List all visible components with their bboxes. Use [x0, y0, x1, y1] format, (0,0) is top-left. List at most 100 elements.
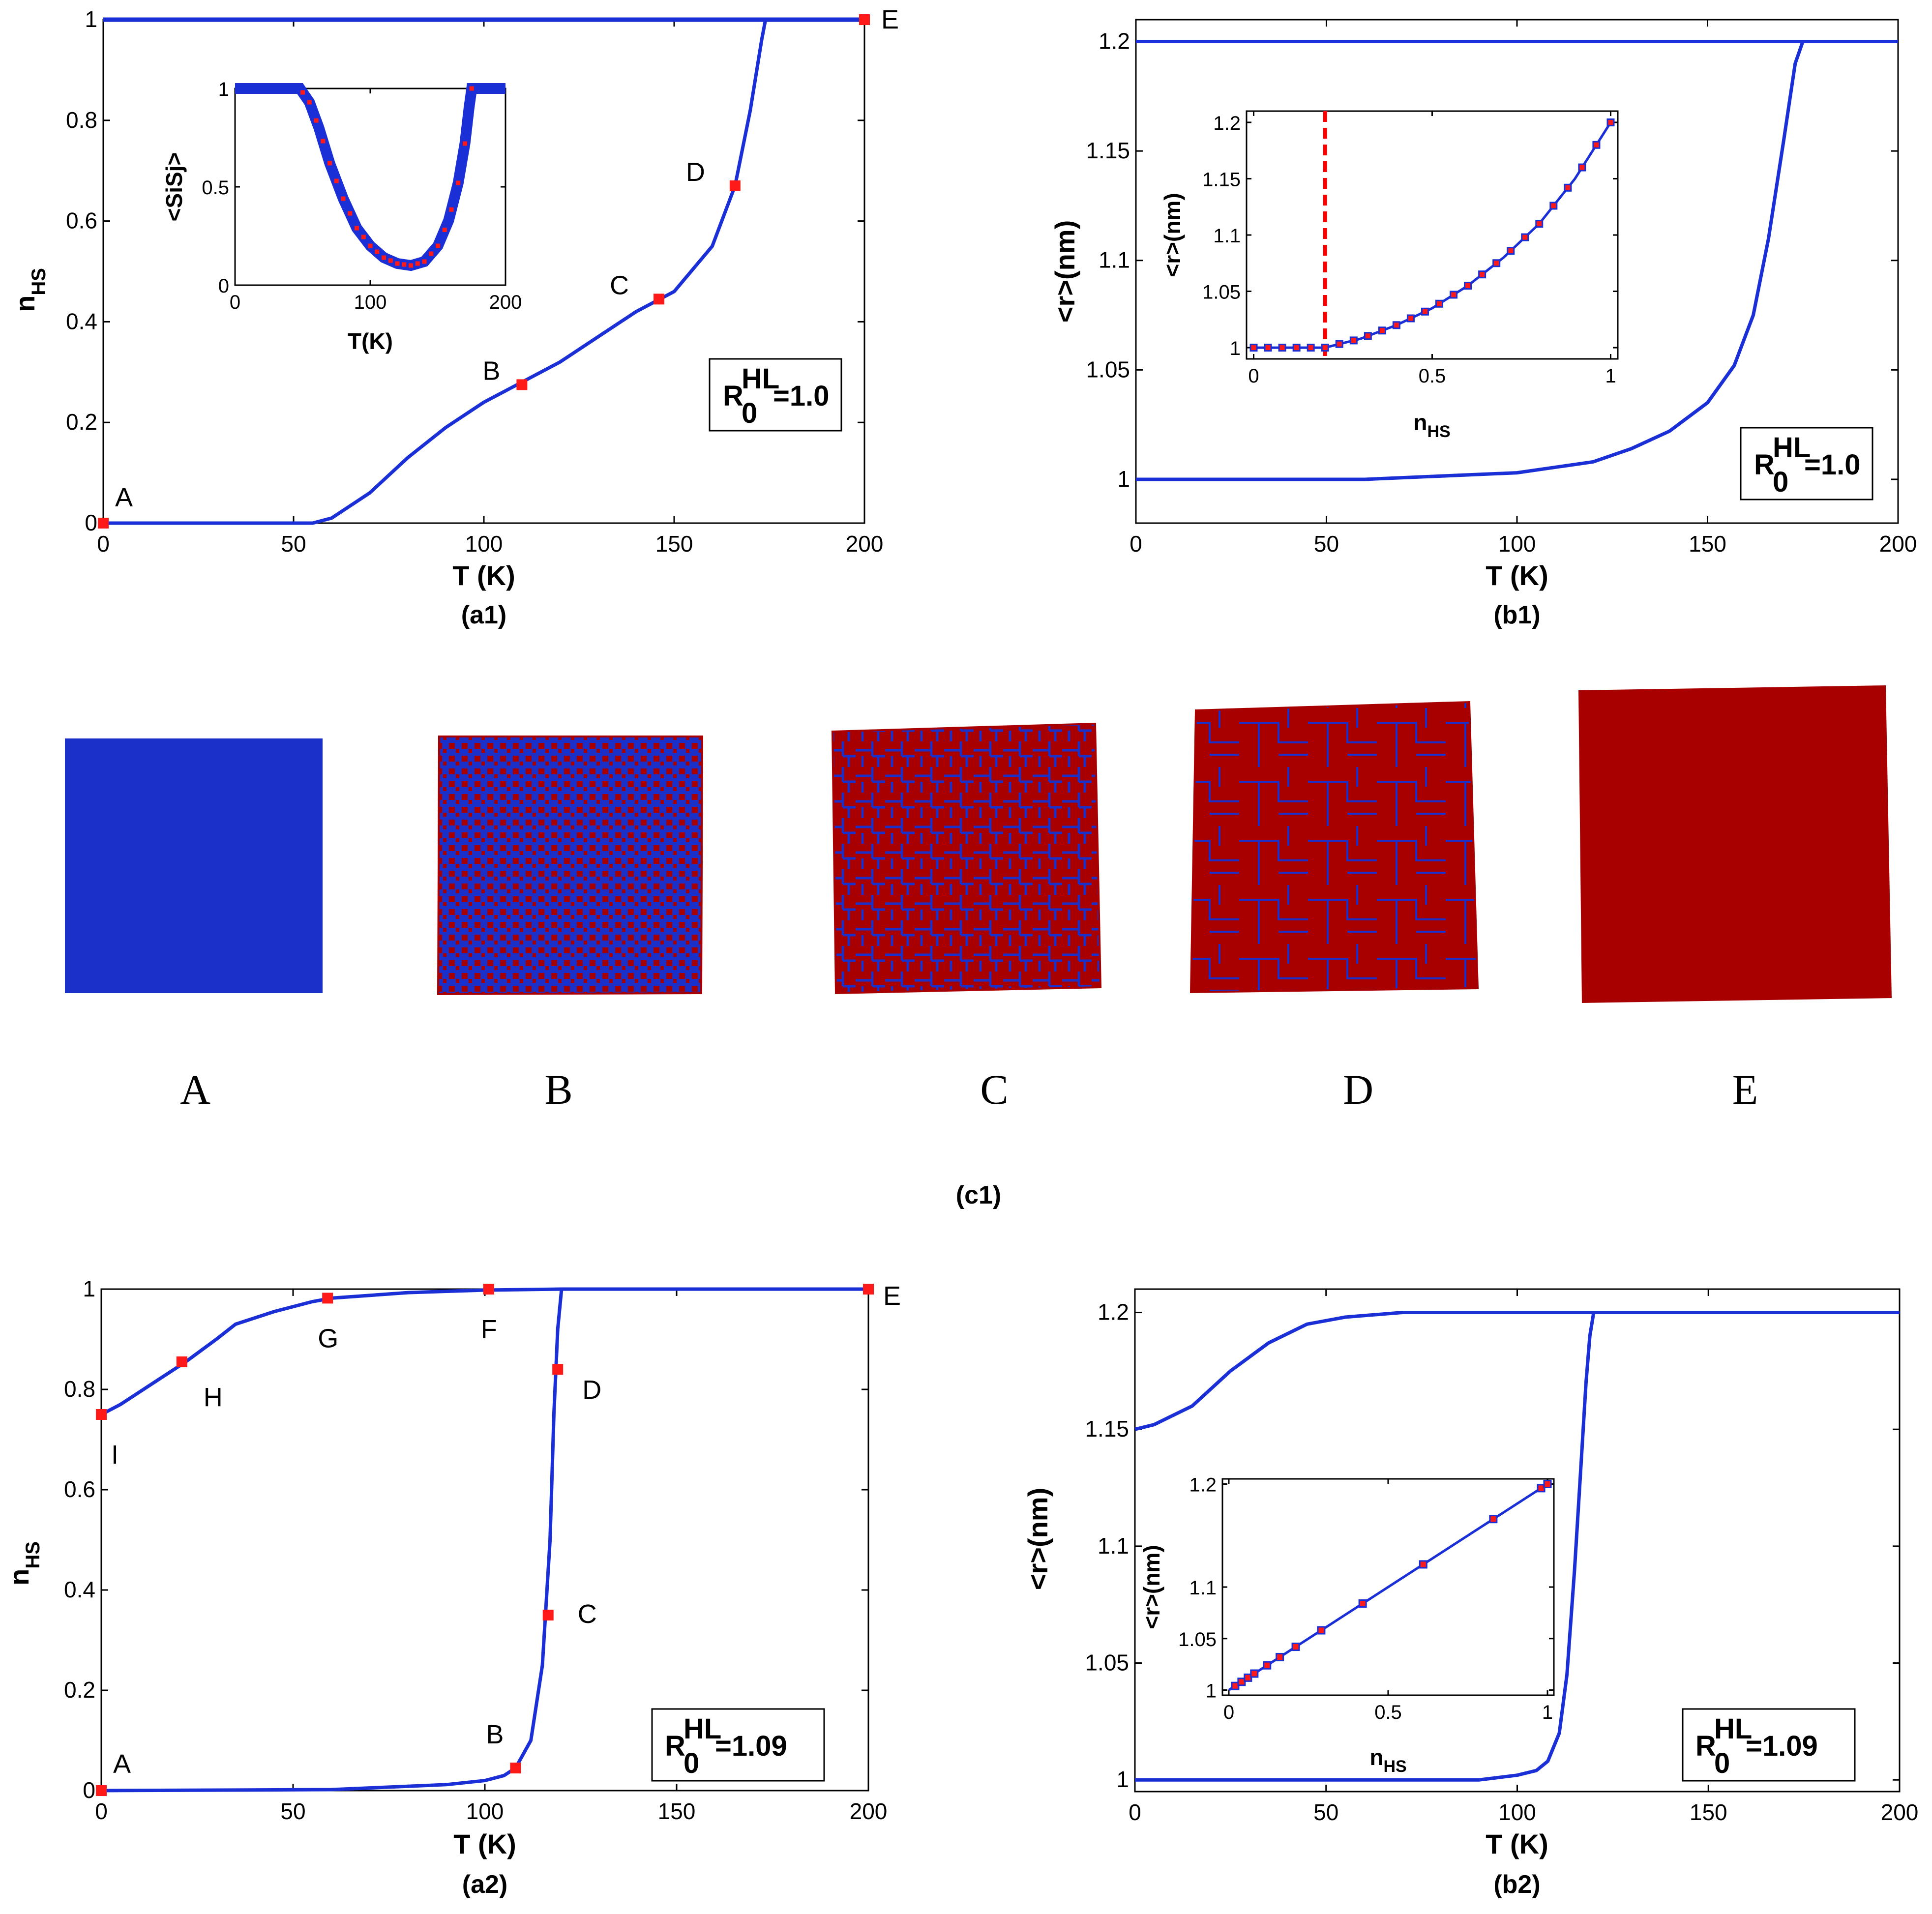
snapshot-d — [1189, 701, 1479, 994]
a1-inset-marker-24 — [461, 140, 469, 147]
a2-point-label-H: H — [204, 1383, 223, 1412]
a1-inset-marker-6 — [339, 195, 347, 203]
a1-ylabel: nHS — [9, 268, 50, 312]
b2-inset-marker-4 — [1263, 1661, 1272, 1670]
b2-legend-sup: HL — [1714, 1713, 1752, 1745]
svg-text:nHS: nHS — [9, 268, 50, 312]
a1-ylabel-main: n — [9, 295, 40, 312]
b1-legend-value: =1.0 — [1804, 449, 1861, 481]
b1-inset-marker-2 — [1278, 344, 1286, 352]
b1-ytick-label-1: 1.05 — [1086, 356, 1130, 382]
b2-legend-main: R — [1695, 1730, 1716, 1762]
svg-text:HL: HL — [684, 1713, 721, 1745]
svg-text:R: R — [723, 380, 743, 412]
a1-inset-ylabel: <SiSj> — [161, 152, 187, 222]
svg-text:HL: HL — [742, 363, 779, 395]
a2-ylabel-main: n — [3, 1569, 34, 1586]
a2-marker-A — [96, 1785, 107, 1796]
b1-caption: (b1) — [1493, 601, 1540, 629]
a1-point-label-B: B — [482, 356, 500, 385]
b1-inset-marker-18 — [1507, 247, 1515, 255]
b1-inset-marker-12 — [1421, 307, 1429, 316]
a2-xtick-label-1: 50 — [280, 1798, 305, 1824]
a1-inset-markers — [299, 85, 476, 269]
snapshot-e — [1578, 685, 1892, 1003]
b1-inset-marker-20 — [1535, 220, 1544, 228]
a1-ytick-label-4: 0.8 — [66, 107, 97, 133]
b1-inset-marker-23 — [1578, 163, 1586, 172]
b1-ytick-label-4: 1.2 — [1099, 29, 1130, 54]
a2-point-label-E: E — [883, 1281, 901, 1311]
a1-inset-marker-17 — [414, 260, 421, 267]
a2-heating-line — [101, 1287, 868, 1793]
a1-ytick-label-0: 0 — [85, 510, 97, 535]
b1-legend-main: R — [1754, 449, 1775, 481]
a1-caption: (a1) — [461, 601, 506, 629]
svg-text:nHS: nHS — [3, 1541, 44, 1586]
b1-inset-xtick-label-1: 0.5 — [1419, 365, 1446, 387]
b1-inset-ytick-label-0: 1 — [1230, 338, 1241, 359]
b1-inset-marker-25 — [1606, 118, 1615, 126]
svg-text:R: R — [1695, 1730, 1716, 1762]
b1-xtick-label-3: 150 — [1689, 531, 1726, 557]
b1-ytick-label-0: 1 — [1117, 466, 1130, 492]
a1-inset-xtick-label-1: 100 — [354, 292, 387, 313]
b1-inset-marker-16 — [1478, 270, 1486, 279]
snapshot-b — [437, 736, 704, 996]
a2-marker-I — [96, 1409, 107, 1420]
a2-point-label-I: I — [111, 1440, 119, 1470]
a1-inset: 0 100 200 0 0.5 1 T(K) <SiSj> — [161, 79, 522, 354]
a2-ytick-label-2: 0.4 — [64, 1577, 95, 1602]
a1-marker-C — [654, 294, 665, 305]
a1-inset-marker-8 — [353, 224, 360, 232]
svg-text:=1.0: =1.0 — [773, 380, 830, 412]
a1-inset-xtick-label-2: 200 — [489, 292, 522, 313]
a1-xtick-label-3: 150 — [655, 531, 693, 557]
a1-inset-marker-13 — [386, 257, 394, 265]
snapshot-a — [65, 738, 323, 993]
b2-legend-box: R 0 HL =1.09 — [1682, 1708, 1856, 1782]
b1-inset-marker-10 — [1392, 321, 1400, 329]
b2-inset-xtick-label-2: 1 — [1542, 1702, 1553, 1723]
b2-legend-sub: 0 — [1714, 1747, 1730, 1779]
a2-marker-D — [552, 1364, 564, 1375]
a1-point-label-D: D — [686, 157, 705, 187]
b2-xtick-label-2: 100 — [1498, 1799, 1536, 1825]
a2-caption: (a2) — [462, 1870, 507, 1899]
b1-inset-marker-11 — [1406, 314, 1415, 323]
b1-inset-marker-3 — [1292, 344, 1301, 352]
a1-point-label-E: E — [881, 5, 899, 34]
svg-text:0: 0 — [742, 397, 757, 429]
b1-inset-marker-24 — [1592, 141, 1601, 149]
b2-heating-line — [1135, 1311, 1900, 1782]
b1-heating-line — [1136, 40, 1898, 481]
a1-inset-marker-20 — [434, 242, 442, 250]
b1-inset-markers — [1249, 118, 1615, 352]
a2-marker-B — [510, 1763, 521, 1774]
b1-inset-marker-13 — [1435, 299, 1444, 308]
a1-heating-line — [103, 18, 864, 525]
svg-text:R: R — [1754, 449, 1775, 481]
a1-ylabel-sub: HS — [28, 268, 50, 295]
b2-inset-ytick-label-3: 1.2 — [1189, 1474, 1217, 1496]
b2-inset-markers — [1231, 1479, 1552, 1690]
b1-ytick-label-3: 1.15 — [1086, 138, 1130, 163]
a1-inset-marker-10 — [366, 242, 374, 250]
b1-xtick-label-4: 200 — [1879, 531, 1917, 557]
b2-inset-marker-6 — [1291, 1643, 1300, 1651]
a2-xlabel: T (K) — [453, 1828, 516, 1859]
b2-xtick-label-0: 0 — [1129, 1799, 1141, 1825]
a1-marker-D — [729, 180, 741, 191]
b1-inset-marker-22 — [1564, 183, 1572, 192]
a1-inset-marker-4 — [326, 159, 333, 167]
snapshot-label-d: D — [1343, 1066, 1373, 1113]
svg-text:0: 0 — [1714, 1747, 1730, 1779]
b1-inset: 0 0.5 1 1 1.05 1.1 1.15 1.2 nHS <r>(nm) — [1159, 110, 1619, 441]
b2-inset-marker-8 — [1358, 1599, 1367, 1608]
a1-inset-marker-16 — [407, 262, 415, 269]
svg-text:HL: HL — [1773, 432, 1811, 464]
snapshot-label-b: B — [544, 1066, 572, 1113]
a1-ytick-label-3: 0.6 — [66, 208, 97, 234]
